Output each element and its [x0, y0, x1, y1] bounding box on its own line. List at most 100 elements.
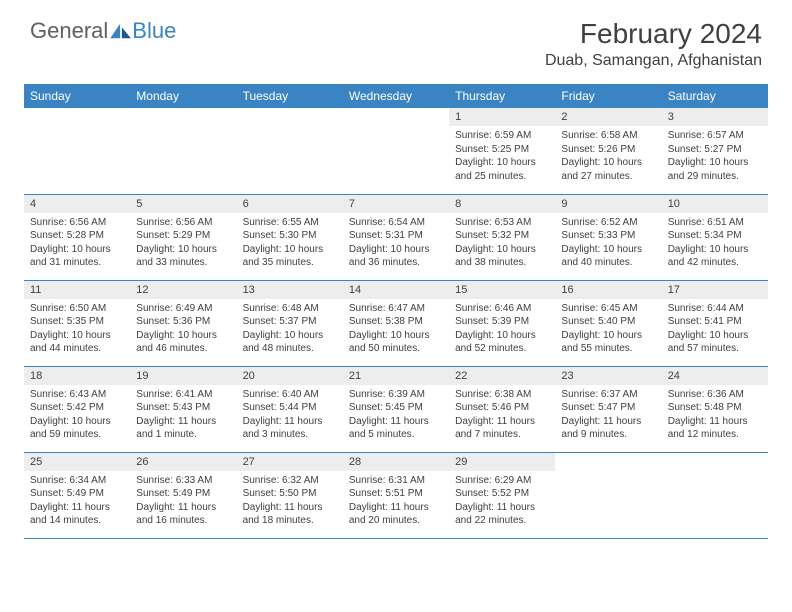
day-info: Sunrise: 6:31 AMSunset: 5:51 PMDaylight:…: [343, 471, 449, 532]
calendar-day-cell: 22Sunrise: 6:38 AMSunset: 5:46 PMDayligh…: [449, 366, 555, 452]
calendar-day-cell: 16Sunrise: 6:45 AMSunset: 5:40 PMDayligh…: [555, 280, 661, 366]
day-info: Sunrise: 6:58 AMSunset: 5:26 PMDaylight:…: [555, 126, 661, 187]
sunset-line: Sunset: 5:30 PM: [243, 229, 337, 243]
sunset-line: Sunset: 5:27 PM: [668, 143, 762, 157]
sunrise-line: Sunrise: 6:56 AM: [136, 216, 230, 230]
calendar-day-cell: 29Sunrise: 6:29 AMSunset: 5:52 PMDayligh…: [449, 452, 555, 538]
sunrise-line: Sunrise: 6:41 AM: [136, 388, 230, 402]
daylight-line: Daylight: 10 hours and 50 minutes.: [349, 329, 443, 356]
location: Duab, Samangan, Afghanistan: [545, 52, 762, 70]
day-number: 20: [237, 367, 343, 385]
calendar-day-cell: 19Sunrise: 6:41 AMSunset: 5:43 PMDayligh…: [130, 366, 236, 452]
day-info: Sunrise: 6:43 AMSunset: 5:42 PMDaylight:…: [24, 385, 130, 446]
day-info: Sunrise: 6:41 AMSunset: 5:43 PMDaylight:…: [130, 385, 236, 446]
day-info: Sunrise: 6:44 AMSunset: 5:41 PMDaylight:…: [662, 299, 768, 360]
weekday-header: Monday: [130, 84, 236, 108]
sunrise-line: Sunrise: 6:32 AM: [243, 474, 337, 488]
day-info: Sunrise: 6:33 AMSunset: 5:49 PMDaylight:…: [130, 471, 236, 532]
sunset-line: Sunset: 5:51 PM: [349, 487, 443, 501]
calendar-day-cell: 3Sunrise: 6:57 AMSunset: 5:27 PMDaylight…: [662, 108, 768, 194]
calendar-day-cell: 7Sunrise: 6:54 AMSunset: 5:31 PMDaylight…: [343, 194, 449, 280]
weekday-header: Wednesday: [343, 84, 449, 108]
calendar-week-row: ....1Sunrise: 6:59 AMSunset: 5:25 PMDayl…: [24, 108, 768, 194]
sunset-line: Sunset: 5:32 PM: [455, 229, 549, 243]
daylight-line: Daylight: 10 hours and 35 minutes.: [243, 243, 337, 270]
sunrise-line: Sunrise: 6:48 AM: [243, 302, 337, 316]
sunset-line: Sunset: 5:34 PM: [668, 229, 762, 243]
day-number: 29: [449, 453, 555, 471]
daylight-line: Daylight: 10 hours and 52 minutes.: [455, 329, 549, 356]
sunrise-line: Sunrise: 6:31 AM: [349, 474, 443, 488]
logo-sail-icon: [110, 22, 132, 40]
sunrise-line: Sunrise: 6:54 AM: [349, 216, 443, 230]
sunset-line: Sunset: 5:41 PM: [668, 315, 762, 329]
daylight-line: Daylight: 10 hours and 57 minutes.: [668, 329, 762, 356]
day-number: 15: [449, 281, 555, 299]
sunrise-line: Sunrise: 6:59 AM: [455, 129, 549, 143]
day-number: 18: [24, 367, 130, 385]
header: General Blue February 2024 Duab, Samanga…: [0, 0, 792, 76]
daylight-line: Daylight: 10 hours and 25 minutes.: [455, 156, 549, 183]
daylight-line: Daylight: 11 hours and 3 minutes.: [243, 415, 337, 442]
sunset-line: Sunset: 5:48 PM: [668, 401, 762, 415]
sunrise-line: Sunrise: 6:49 AM: [136, 302, 230, 316]
weekday-header: Thursday: [449, 84, 555, 108]
calendar-day-cell: .: [237, 108, 343, 194]
weekday-row: SundayMondayTuesdayWednesdayThursdayFrid…: [24, 84, 768, 108]
day-number: 24: [662, 367, 768, 385]
day-info: Sunrise: 6:54 AMSunset: 5:31 PMDaylight:…: [343, 213, 449, 274]
calendar-day-cell: .: [130, 108, 236, 194]
day-info: Sunrise: 6:37 AMSunset: 5:47 PMDaylight:…: [555, 385, 661, 446]
daylight-line: Daylight: 10 hours and 27 minutes.: [561, 156, 655, 183]
day-number: 10: [662, 195, 768, 213]
daylight-line: Daylight: 10 hours and 55 minutes.: [561, 329, 655, 356]
day-info: Sunrise: 6:34 AMSunset: 5:49 PMDaylight:…: [24, 471, 130, 532]
weekday-header: Friday: [555, 84, 661, 108]
sunset-line: Sunset: 5:25 PM: [455, 143, 549, 157]
daylight-line: Daylight: 10 hours and 36 minutes.: [349, 243, 443, 270]
daylight-line: Daylight: 11 hours and 22 minutes.: [455, 501, 549, 528]
calendar-day-cell: 6Sunrise: 6:55 AMSunset: 5:30 PMDaylight…: [237, 194, 343, 280]
sunset-line: Sunset: 5:45 PM: [349, 401, 443, 415]
sunrise-line: Sunrise: 6:36 AM: [668, 388, 762, 402]
calendar-table: SundayMondayTuesdayWednesdayThursdayFrid…: [24, 84, 768, 539]
calendar-day-cell: 9Sunrise: 6:52 AMSunset: 5:33 PMDaylight…: [555, 194, 661, 280]
daylight-line: Daylight: 11 hours and 14 minutes.: [30, 501, 124, 528]
day-info: Sunrise: 6:29 AMSunset: 5:52 PMDaylight:…: [449, 471, 555, 532]
day-number: 2: [555, 108, 661, 126]
day-info: Sunrise: 6:32 AMSunset: 5:50 PMDaylight:…: [237, 471, 343, 532]
sunset-line: Sunset: 5:33 PM: [561, 229, 655, 243]
sunset-line: Sunset: 5:49 PM: [30, 487, 124, 501]
day-number: 21: [343, 367, 449, 385]
calendar-day-cell: 2Sunrise: 6:58 AMSunset: 5:26 PMDaylight…: [555, 108, 661, 194]
sunrise-line: Sunrise: 6:55 AM: [243, 216, 337, 230]
calendar-day-cell: 5Sunrise: 6:56 AMSunset: 5:29 PMDaylight…: [130, 194, 236, 280]
sunset-line: Sunset: 5:38 PM: [349, 315, 443, 329]
daylight-line: Daylight: 10 hours and 31 minutes.: [30, 243, 124, 270]
calendar-day-cell: 26Sunrise: 6:33 AMSunset: 5:49 PMDayligh…: [130, 452, 236, 538]
daylight-line: Daylight: 10 hours and 29 minutes.: [668, 156, 762, 183]
day-info: Sunrise: 6:40 AMSunset: 5:44 PMDaylight:…: [237, 385, 343, 446]
sunset-line: Sunset: 5:43 PM: [136, 401, 230, 415]
daylight-line: Daylight: 10 hours and 33 minutes.: [136, 243, 230, 270]
sunset-line: Sunset: 5:44 PM: [243, 401, 337, 415]
calendar-day-cell: 28Sunrise: 6:31 AMSunset: 5:51 PMDayligh…: [343, 452, 449, 538]
day-info: Sunrise: 6:49 AMSunset: 5:36 PMDaylight:…: [130, 299, 236, 360]
sunrise-line: Sunrise: 6:34 AM: [30, 474, 124, 488]
calendar-day-cell: 10Sunrise: 6:51 AMSunset: 5:34 PMDayligh…: [662, 194, 768, 280]
calendar-day-cell: 1Sunrise: 6:59 AMSunset: 5:25 PMDaylight…: [449, 108, 555, 194]
sunrise-line: Sunrise: 6:56 AM: [30, 216, 124, 230]
calendar-day-cell: 11Sunrise: 6:50 AMSunset: 5:35 PMDayligh…: [24, 280, 130, 366]
sunset-line: Sunset: 5:31 PM: [349, 229, 443, 243]
calendar-day-cell: 4Sunrise: 6:56 AMSunset: 5:28 PMDaylight…: [24, 194, 130, 280]
calendar-week-row: 18Sunrise: 6:43 AMSunset: 5:42 PMDayligh…: [24, 366, 768, 452]
calendar-week-row: 11Sunrise: 6:50 AMSunset: 5:35 PMDayligh…: [24, 280, 768, 366]
daylight-line: Daylight: 11 hours and 1 minute.: [136, 415, 230, 442]
sunrise-line: Sunrise: 6:58 AM: [561, 129, 655, 143]
daylight-line: Daylight: 11 hours and 18 minutes.: [243, 501, 337, 528]
sunrise-line: Sunrise: 6:43 AM: [30, 388, 124, 402]
sunrise-line: Sunrise: 6:40 AM: [243, 388, 337, 402]
logo-text-blue: Blue: [132, 18, 176, 44]
daylight-line: Daylight: 10 hours and 38 minutes.: [455, 243, 549, 270]
calendar-day-cell: 14Sunrise: 6:47 AMSunset: 5:38 PMDayligh…: [343, 280, 449, 366]
